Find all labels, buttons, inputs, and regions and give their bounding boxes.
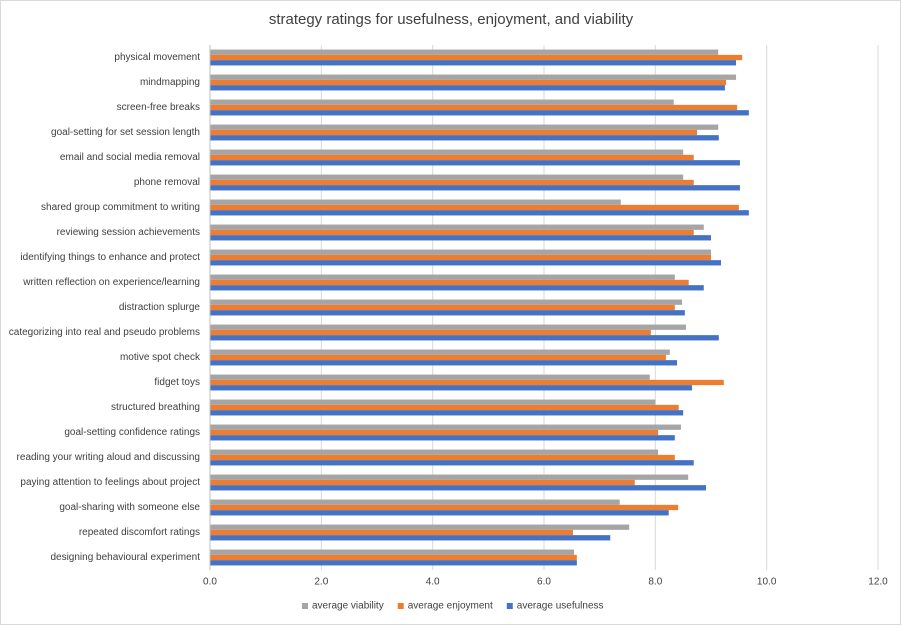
bar [210,124,719,130]
bar [210,410,684,416]
bar [210,229,694,236]
bar [210,554,577,561]
bar [210,429,659,436]
bar [210,424,681,430]
bar [210,249,711,255]
bar [210,224,704,230]
bar [210,354,666,361]
y-tick-label: categorizing into real and pseudo proble… [9,327,200,338]
bar [210,99,674,105]
bar [210,310,685,316]
bar [210,529,573,536]
bar [210,279,689,286]
bar [210,149,684,155]
bar [210,499,620,505]
bar [210,329,651,336]
legend-label: average viability [312,601,384,612]
y-tick-label: phone removal [134,177,200,188]
bar [210,385,693,391]
y-tick-label: structured breathing [111,402,200,413]
bar [210,324,686,330]
bar [210,454,675,461]
y-tick-label: physical movement [114,52,200,63]
x-tick-label: 4.0 [426,577,440,588]
bar [210,485,706,491]
y-tick-label: email and social media removal [60,152,200,163]
bar [210,510,669,516]
bar [210,374,650,380]
y-tick-label: goal-setting for set session length [51,127,200,138]
bar [210,74,737,80]
y-tick-label: reviewing session achievements [57,227,200,238]
legend-label: average usefulness [517,601,604,612]
bar [210,49,719,55]
bar [210,174,684,180]
bar [210,360,678,366]
bar [210,260,722,266]
bar [210,110,749,116]
y-tick-label: repeated discomfort ratings [79,527,200,538]
bar [210,129,698,136]
bar [210,335,719,341]
x-tick-label: 10.0 [757,577,777,588]
bar [210,404,679,411]
bar [210,54,743,61]
bar [210,549,575,555]
bar [210,135,719,141]
bar [210,60,737,66]
y-tick-label: reading your writing aloud and discussin… [17,452,200,463]
legend-label: average enjoyment [408,601,493,612]
y-tick-label: distraction splurge [119,302,201,313]
y-tick-label: fidget toys [154,377,200,388]
x-tick-label: 8.0 [648,577,662,588]
bar [210,254,711,261]
bar [210,560,577,566]
x-tick-label: 2.0 [314,577,328,588]
bar [210,479,635,486]
bar [210,504,679,511]
bar [210,204,739,211]
bar [210,435,675,441]
legend-swatch [506,603,513,609]
bar [210,524,630,530]
bar [210,304,675,311]
y-tick-label: shared group commitment to writing [41,202,200,213]
bar [210,185,740,191]
bar [210,154,694,161]
y-tick-label: goal-setting confidence ratings [64,427,200,438]
y-tick-label: motive spot check [120,352,201,363]
bar [210,235,711,241]
bar [210,449,659,455]
bar [210,79,727,86]
bar [210,299,683,305]
bar [210,285,704,291]
bar [210,199,621,205]
y-tick-label: identifying things to enhance and protec… [20,252,200,263]
legend-swatch [302,603,308,609]
x-tick-label: 6.0 [537,577,551,588]
chart-title: strategy ratings for usefulness, enjoyme… [269,11,634,28]
bar [210,160,740,166]
y-tick-label: paying attention to feelings about proje… [20,477,200,488]
bar [210,535,611,541]
bar [210,85,725,91]
y-tick-label: screen-free breaks [117,102,200,113]
bar [210,460,694,466]
y-tick-label: mindmapping [140,77,200,88]
y-tick-label: goal-sharing with someone else [59,502,200,513]
bar [210,349,670,355]
x-tick-label: 12.0 [868,577,888,588]
y-tick-label: written reflection on experience/learnin… [22,277,200,288]
bar [210,474,689,480]
bar [210,104,738,111]
x-tick-label: 0.0 [203,577,217,588]
bar [210,399,656,405]
y-tick-label: designing behavioural experiment [50,552,200,563]
bar [210,274,675,280]
bar [210,179,694,186]
bar [210,379,724,386]
bar [210,210,749,216]
legend-swatch [397,603,404,609]
